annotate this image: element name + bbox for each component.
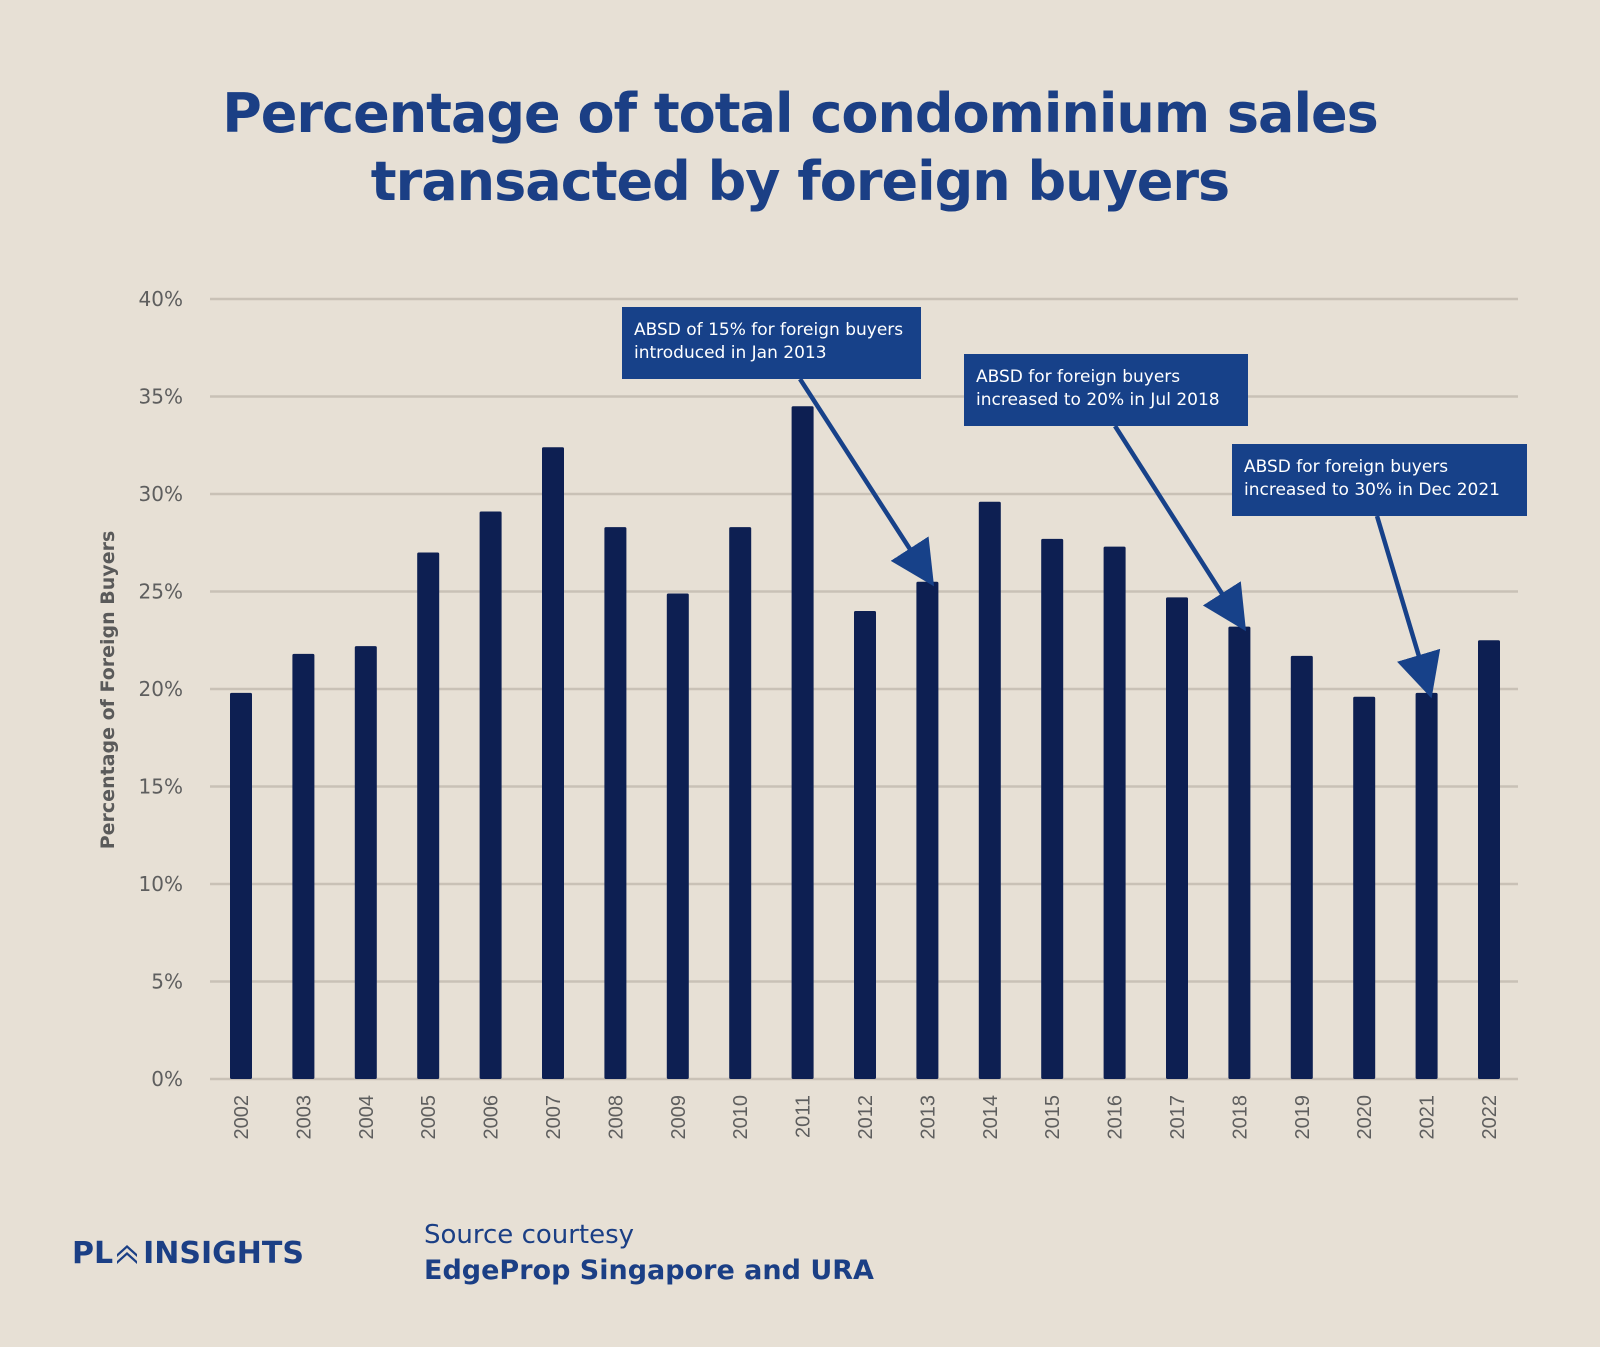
x-tick-label: 2009 xyxy=(668,1095,690,1140)
x-tick-label: 2015 xyxy=(1042,1095,1064,1140)
bar-2012 xyxy=(854,611,876,1079)
annotation-arrow-2018 xyxy=(1113,424,1247,632)
bar-2020 xyxy=(1353,696,1376,1079)
annotation-absd-2021: ABSD for foreign buyers increased to 30%… xyxy=(1232,444,1527,516)
annotation-text-line: introduced in Jan 2013 xyxy=(634,343,827,363)
bar-2004 xyxy=(354,646,377,1079)
x-tick-label: 2020 xyxy=(1354,1095,1376,1140)
house-chevron-icon xyxy=(117,1244,138,1264)
bar-2007 xyxy=(542,447,564,1079)
x-tick-label: 2007 xyxy=(543,1095,565,1140)
annotation-text-line: ABSD for foreign buyers xyxy=(1244,457,1449,477)
annotation-arrow-2013 xyxy=(798,377,935,587)
source-credit: Source courtesy EdgeProp Singapore and U… xyxy=(424,1218,874,1290)
x-tick-label: 2016 xyxy=(1105,1095,1127,1140)
y-tick-label: 40% xyxy=(139,287,183,311)
logo-text-pl: PL xyxy=(72,1236,114,1271)
annotation-arrow-2021 xyxy=(1374,515,1441,699)
x-tick-label: 2021 xyxy=(1417,1095,1439,1140)
x-tick-label: 2019 xyxy=(1292,1095,1314,1140)
bar-2015 xyxy=(1041,538,1064,1079)
y-tick-label: 5% xyxy=(151,970,183,994)
bar-2017 xyxy=(1166,597,1188,1079)
y-tick-label: 25% xyxy=(139,580,183,604)
bar-2006 xyxy=(479,511,502,1079)
x-tick-label: 2010 xyxy=(730,1095,752,1140)
chart-title: Percentage of total condominium sales tr… xyxy=(0,80,1600,216)
bar-2003 xyxy=(292,653,315,1079)
chart-title-line-1: Percentage of total condominium sales xyxy=(222,82,1379,145)
annotation-absd-2018: ABSD for foreign buyers increased to 20%… xyxy=(964,354,1248,426)
chart-title-line-2: transacted by foreign buyers xyxy=(370,150,1230,213)
source-label: Source courtesy xyxy=(424,1220,635,1250)
y-tick-label: 0% xyxy=(151,1067,183,1091)
y-tick-label: 30% xyxy=(139,482,183,506)
y-axis-label: Percentage of Foreign Buyers xyxy=(97,531,119,850)
annotation-absd-2013: ABSD of 15% for foreign buyers introduce… xyxy=(622,307,921,379)
annotation-text-line: ABSD of 15% for foreign buyers xyxy=(634,320,904,340)
x-tick-label: 2005 xyxy=(418,1095,440,1140)
annotation-text-line: increased to 30% in Dec 2021 xyxy=(1244,480,1500,500)
x-tick-label: 2003 xyxy=(293,1095,315,1140)
x-tick-label: 2011 xyxy=(793,1095,815,1138)
pl-insights-logo: PL INSIGHTS xyxy=(72,1236,304,1271)
annotation-text-line: ABSD for foreign buyers xyxy=(976,367,1181,387)
x-tick-label: 2012 xyxy=(855,1095,877,1140)
y-axis-ticks: 0% 5% 10% 15% 20% 25% 30% 35% 40% xyxy=(139,287,183,1091)
bar-2011 xyxy=(791,406,814,1079)
bar-2016 xyxy=(1103,546,1126,1079)
x-tick-label: 2013 xyxy=(917,1095,939,1140)
bar-2022 xyxy=(1478,640,1500,1079)
x-tick-label: 2022 xyxy=(1479,1095,1501,1140)
bar-2014 xyxy=(978,501,1001,1079)
bar-2013 xyxy=(916,581,939,1079)
x-tick-label: 2008 xyxy=(605,1095,627,1140)
bar-2002 xyxy=(230,692,252,1079)
y-tick-label: 15% xyxy=(139,775,183,799)
y-tick-label: 10% xyxy=(139,872,183,896)
x-axis-ticks: 2002 2003 2004 2005 2006 2007 2008 2009 2010 2011… xyxy=(231,1095,1501,1140)
y-tick-label: 35% xyxy=(139,385,183,409)
x-tick-label: 2002 xyxy=(231,1095,253,1140)
bar-2021 xyxy=(1415,692,1438,1079)
x-tick-label: 2006 xyxy=(481,1095,503,1140)
bar-2009 xyxy=(666,593,689,1079)
bar-2019 xyxy=(1290,655,1313,1079)
annotation-text-line: increased to 20% in Jul 2018 xyxy=(976,390,1220,410)
bar-2005 xyxy=(417,552,440,1079)
x-tick-label: 2004 xyxy=(356,1095,378,1140)
x-tick-label: 2017 xyxy=(1167,1095,1189,1140)
x-tick-label: 2018 xyxy=(1229,1095,1251,1140)
annotation-arrows xyxy=(798,377,1441,699)
source-name: EdgeProp Singapore and URA xyxy=(424,1255,874,1286)
logo-text-insights: INSIGHTS xyxy=(143,1236,304,1271)
bar-2008 xyxy=(604,527,627,1079)
bar-2018 xyxy=(1228,626,1251,1079)
y-tick-label: 20% xyxy=(139,677,183,701)
x-tick-label: 2014 xyxy=(980,1095,1002,1140)
bars xyxy=(230,406,1500,1079)
bar-2010 xyxy=(729,527,752,1079)
